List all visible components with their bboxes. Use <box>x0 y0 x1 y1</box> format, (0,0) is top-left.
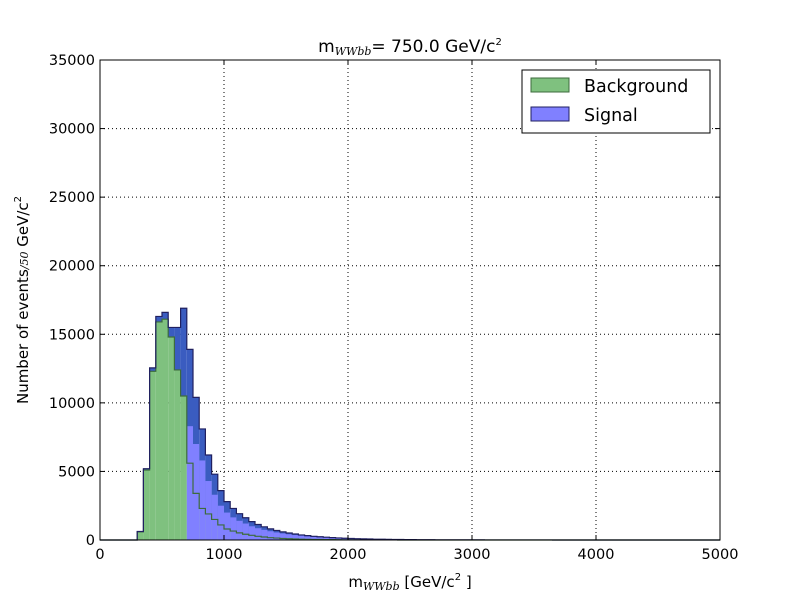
background-bar <box>143 470 149 540</box>
background-bar <box>137 532 143 540</box>
signal-stacked-bar <box>174 327 180 370</box>
signal-bar <box>193 444 199 540</box>
signal-bar <box>205 481 211 540</box>
y-tick-label: 5000 <box>58 464 95 480</box>
signal-bar <box>224 513 230 540</box>
x-tick-label: 2000 <box>330 547 367 563</box>
y-tick-label: 10000 <box>49 396 95 412</box>
signal-bar <box>218 506 224 540</box>
background-bar <box>181 396 187 540</box>
y-tick-label: 0 <box>86 533 95 549</box>
y-axis-label: Number of events/50 GeV/c2 <box>13 196 32 404</box>
legend-label-background: Background <box>584 77 688 97</box>
signal-bar <box>212 495 218 540</box>
signal-stacked-bar <box>156 316 162 321</box>
x-tick-label: 1000 <box>206 547 243 563</box>
signal-bar <box>274 532 280 540</box>
legend-label-signal: Signal <box>584 106 638 126</box>
x-tick-label: 5000 <box>702 547 739 563</box>
legend-swatch-signal <box>531 107 569 121</box>
background-bar <box>156 322 162 540</box>
background-bar <box>174 370 180 540</box>
signal-bar <box>199 460 205 540</box>
signal-bar <box>267 531 273 540</box>
x-tick-label: 4000 <box>578 547 615 563</box>
y-tick-label: 20000 <box>49 259 95 275</box>
x-tick-label: 3000 <box>454 547 491 563</box>
signal-bar <box>255 528 261 540</box>
signal-bar <box>230 517 236 540</box>
background-bar <box>150 371 156 540</box>
background-bar <box>168 337 174 540</box>
signal-stacked-bar <box>181 308 187 396</box>
signal-bar <box>249 526 255 540</box>
legend: Background Signal <box>522 70 710 133</box>
background-bar <box>162 319 168 540</box>
signal-stacked-bar <box>168 327 174 337</box>
x-tick-label: 0 <box>95 547 104 563</box>
y-tick-label: 25000 <box>49 190 95 206</box>
y-tick-label: 30000 <box>49 122 95 138</box>
signal-bar <box>187 426 193 540</box>
legend-swatch-background <box>531 78 569 92</box>
signal-bar <box>243 524 249 540</box>
signal-bar <box>261 530 267 540</box>
y-tick-label: 15000 <box>49 327 95 343</box>
signal-stacked-bar <box>162 312 168 319</box>
y-tick-label: 35000 <box>49 53 95 69</box>
signal-bar <box>236 521 242 540</box>
